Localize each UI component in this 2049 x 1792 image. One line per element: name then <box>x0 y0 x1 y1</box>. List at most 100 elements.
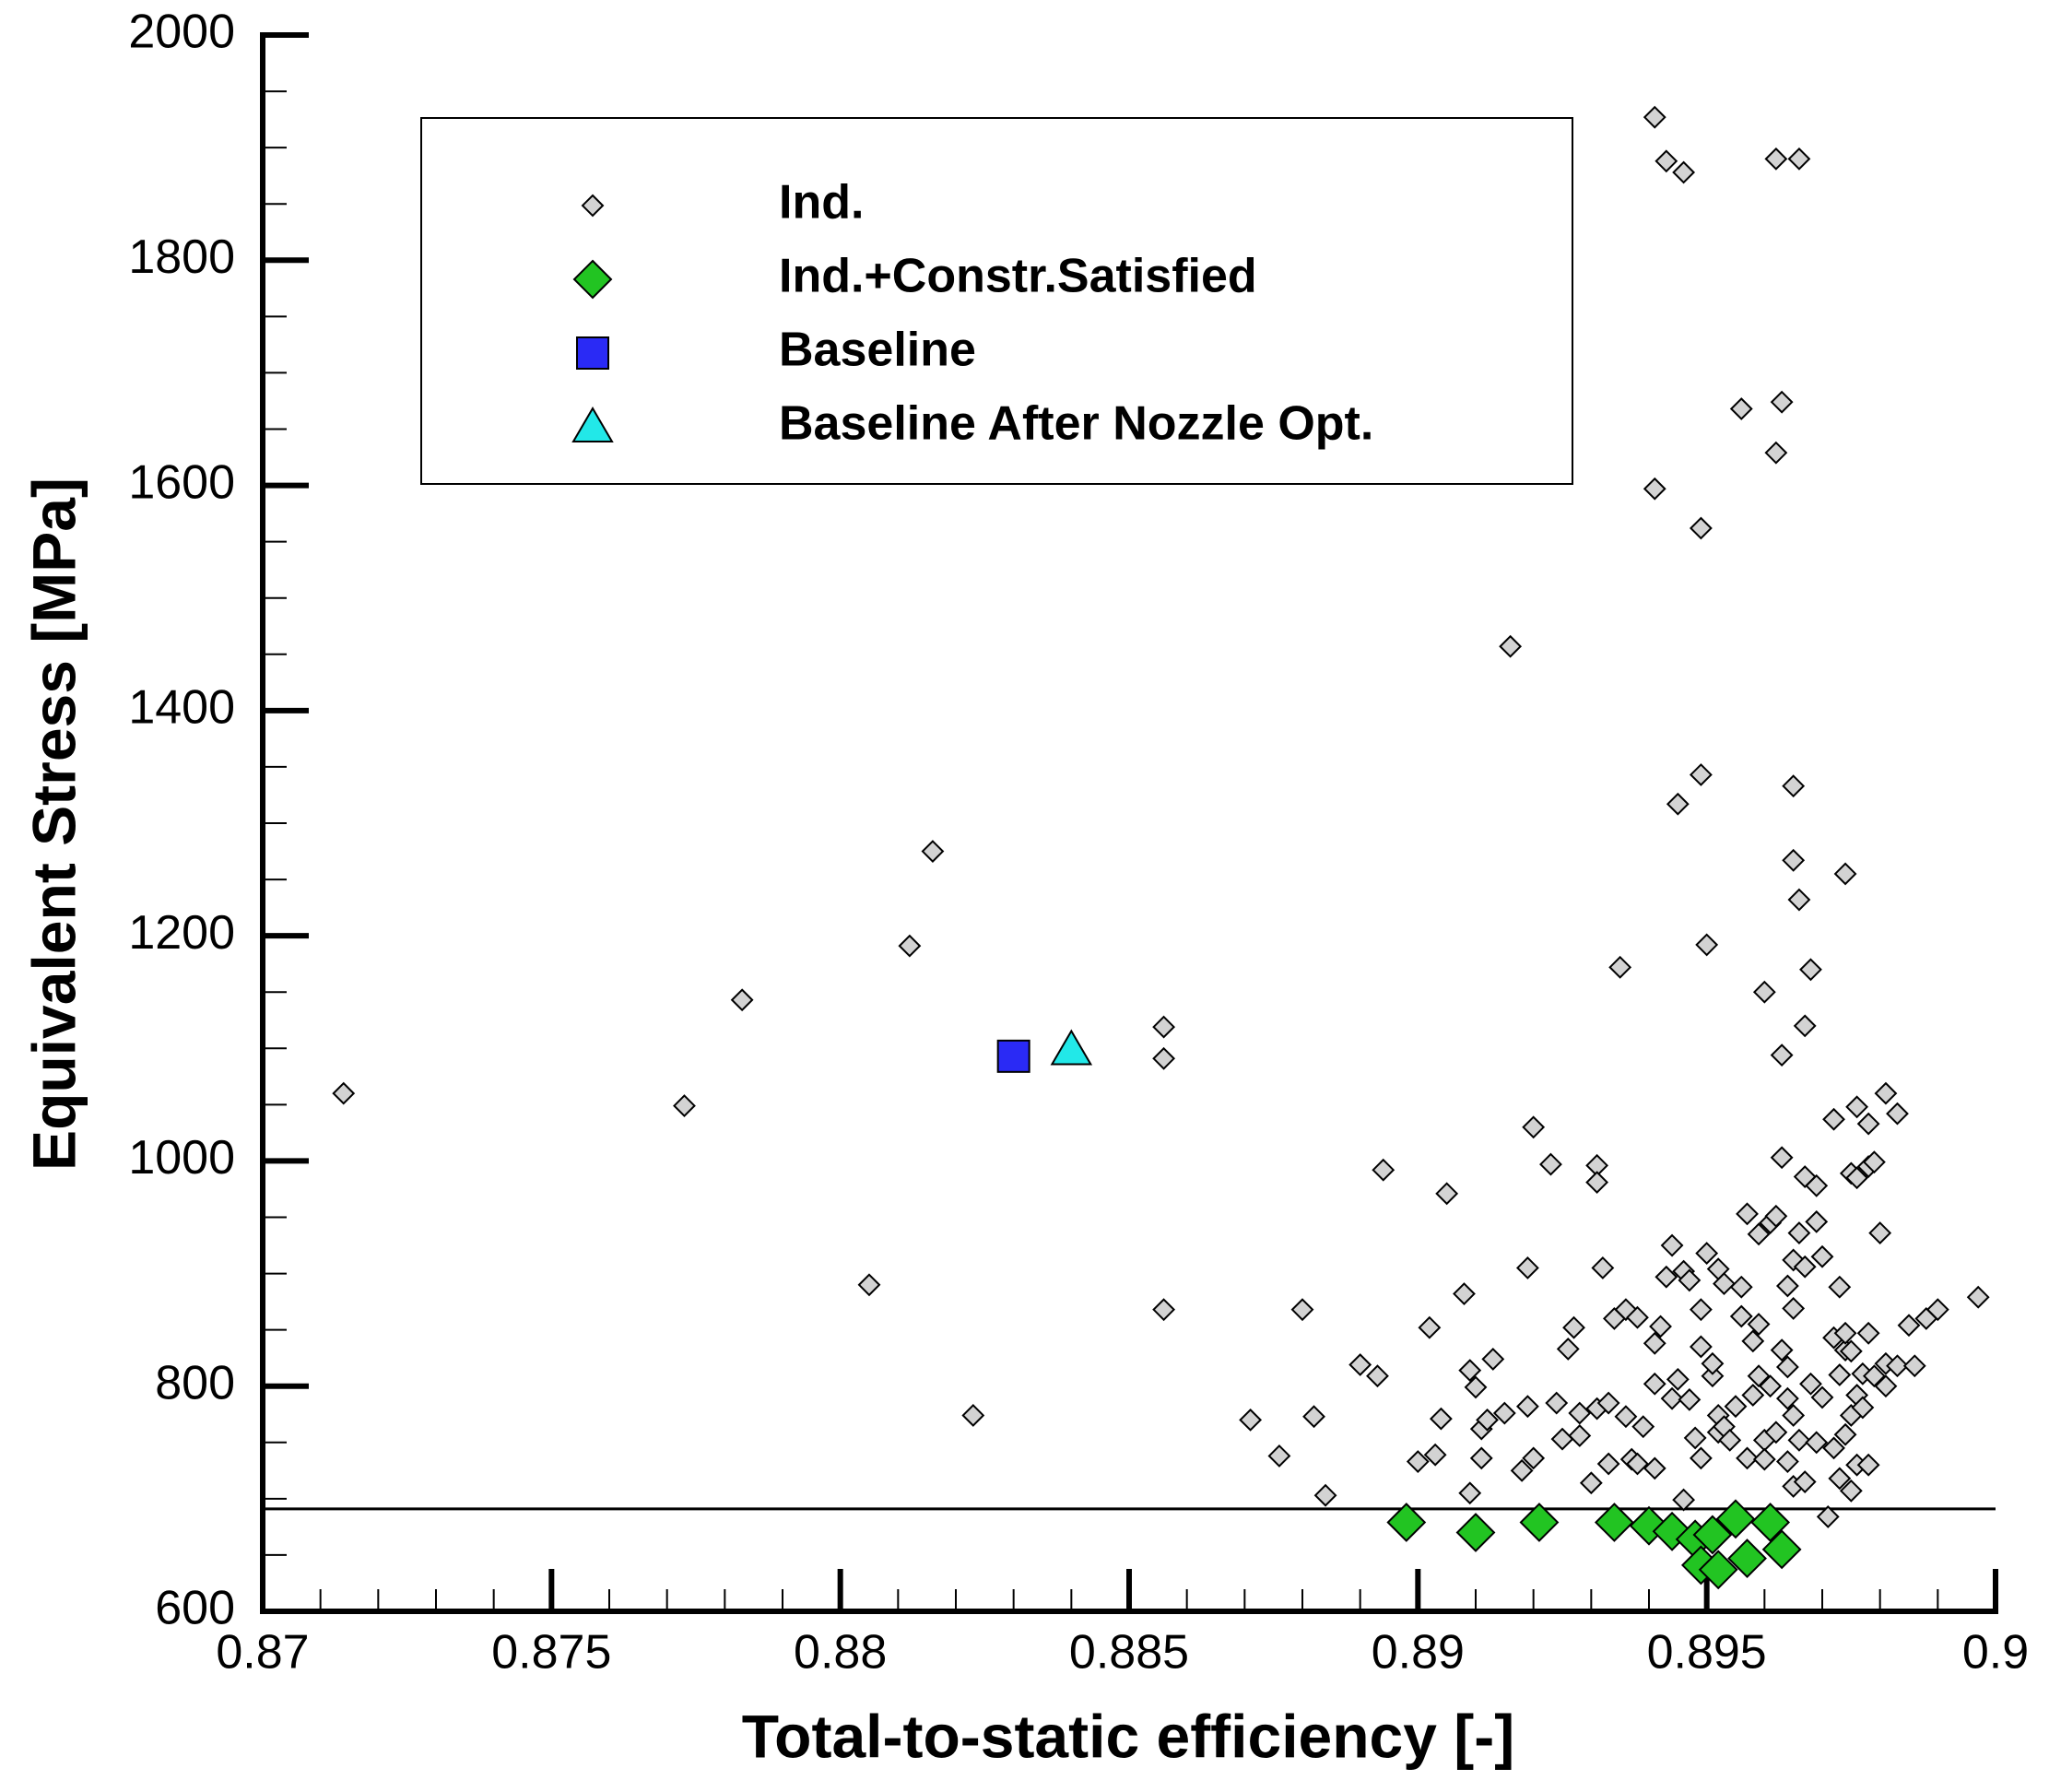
square-marker <box>996 1039 1030 1073</box>
diamond-marker <box>1764 441 1788 465</box>
y-axis-title: Equivalent Stress [MPa] <box>19 477 88 1171</box>
diamond-marker <box>1596 1391 1620 1415</box>
diamond-marker <box>1752 1447 1776 1471</box>
diamond-marker <box>961 1404 985 1427</box>
diamond-marker <box>1348 1353 1372 1376</box>
y-tick-label: 1400 <box>128 681 235 735</box>
diamond-marker <box>1539 1152 1562 1176</box>
diamond-marker <box>1782 1404 1806 1427</box>
diamond-marker <box>1608 955 1632 979</box>
diamond-marker <box>1764 1204 1788 1228</box>
diamond-marker <box>1787 1221 1811 1245</box>
diamond-marker <box>1585 1171 1609 1195</box>
diamond-marker <box>1672 160 1696 184</box>
diamond-marker <box>1856 1112 1880 1136</box>
diamond-marker <box>1267 1444 1291 1468</box>
diamond-marker <box>1886 1102 1909 1126</box>
large-diamond-marker <box>1698 1550 1738 1590</box>
diamond-marker <box>673 1094 696 1117</box>
diamond-marker <box>1666 1367 1690 1391</box>
diamond-marker <box>1302 1405 1325 1429</box>
diamond-marker <box>1810 1244 1834 1268</box>
diamond-marker <box>1499 634 1523 658</box>
diamond-marker <box>1591 1256 1615 1279</box>
diamond-marker <box>1845 1095 1869 1119</box>
diamond-marker <box>1741 1329 1765 1353</box>
diamond-marker <box>1799 958 1822 982</box>
diamond-marker <box>1649 1315 1672 1338</box>
diamond-marker <box>1556 1337 1580 1361</box>
diamond-marker <box>581 194 605 218</box>
diamond-marker <box>1458 1481 1482 1505</box>
diamond-marker <box>1839 1479 1863 1503</box>
diamond-marker <box>1770 390 1794 414</box>
diamond-marker <box>1724 1395 1748 1419</box>
diamond-marker <box>1492 1401 1516 1425</box>
diamond-marker <box>1683 1426 1707 1450</box>
large-diamond-marker <box>1455 1513 1496 1552</box>
y-tick-label: 600 <box>155 1582 235 1635</box>
diamond-marker <box>1568 1424 1592 1447</box>
diamond-marker <box>1833 862 1857 886</box>
diamond-marker <box>1741 1384 1765 1407</box>
diamond-marker <box>1313 1483 1337 1507</box>
x-tick-label: 0.875 <box>491 1626 611 1680</box>
diamond-marker <box>1372 1158 1395 1182</box>
diamond-marker <box>1672 1488 1696 1512</box>
large-diamond-marker <box>1594 1503 1634 1542</box>
diamond-marker <box>1775 1386 1799 1410</box>
diamond-marker <box>1643 105 1666 129</box>
diamond-marker <box>1845 1166 1869 1190</box>
diamond-marker <box>1678 1387 1702 1411</box>
diamond-marker <box>1966 1285 1990 1309</box>
diamond-marker <box>1770 1146 1794 1170</box>
diamond-marker <box>1828 1275 1852 1299</box>
square-marker <box>576 336 609 370</box>
diamond-marker <box>1666 792 1690 816</box>
diamond-marker <box>1828 1363 1852 1386</box>
diamond-marker <box>1406 1450 1430 1473</box>
diamond-marker <box>1810 1385 1834 1409</box>
diamond-marker <box>1660 1233 1684 1257</box>
diamond-marker <box>1626 1305 1649 1329</box>
diamond-marker <box>1596 1452 1620 1476</box>
diamond-marker <box>1862 1364 1886 1388</box>
diamond-marker <box>1655 1265 1678 1289</box>
diamond-marker <box>1851 1396 1875 1420</box>
diamond-marker <box>1839 1339 1863 1363</box>
y-tick-label: 1200 <box>128 906 235 960</box>
diamond-marker <box>1626 1452 1649 1476</box>
diamond-marker <box>1874 1081 1898 1105</box>
diamond-marker <box>1660 1386 1684 1410</box>
diamond-marker <box>1643 1456 1666 1480</box>
diamond-marker <box>1429 1407 1453 1431</box>
diamond-marker <box>1366 1364 1389 1388</box>
diamond-marker <box>1793 1255 1817 1279</box>
x-axis-title: Total-to-static efficiency [-] <box>742 1702 1515 1770</box>
diamond-marker <box>1764 1421 1788 1444</box>
diamond-marker <box>1856 1321 1880 1345</box>
diamond-marker <box>1770 1338 1794 1362</box>
diamond-marker <box>1799 1372 1822 1396</box>
diamond-marker <box>1833 1422 1857 1446</box>
diamond-marker <box>1458 1359 1482 1383</box>
diamond-marker <box>1701 1351 1725 1375</box>
diamond-marker <box>1775 1274 1799 1298</box>
diamond-marker <box>1545 1391 1569 1415</box>
diamond-marker <box>1752 980 1776 1004</box>
diamond-marker <box>1152 1046 1176 1070</box>
diamond-marker <box>1453 1282 1476 1305</box>
diamond-marker <box>1862 1150 1886 1174</box>
diamond-marker <box>1643 477 1666 501</box>
diamond-marker <box>730 988 754 1012</box>
legend-label: Ind. <box>779 176 864 230</box>
diamond-marker <box>1782 848 1806 872</box>
diamond-marker <box>1729 397 1753 420</box>
diamond-marker <box>1822 1436 1845 1460</box>
diamond-marker <box>1522 1446 1546 1470</box>
diamond-marker <box>1239 1408 1263 1432</box>
diamond-marker <box>1423 1443 1447 1467</box>
diamond-marker <box>1759 1374 1783 1398</box>
diamond-marker <box>1925 1298 1949 1322</box>
x-tick-label: 0.89 <box>1372 1626 1465 1680</box>
